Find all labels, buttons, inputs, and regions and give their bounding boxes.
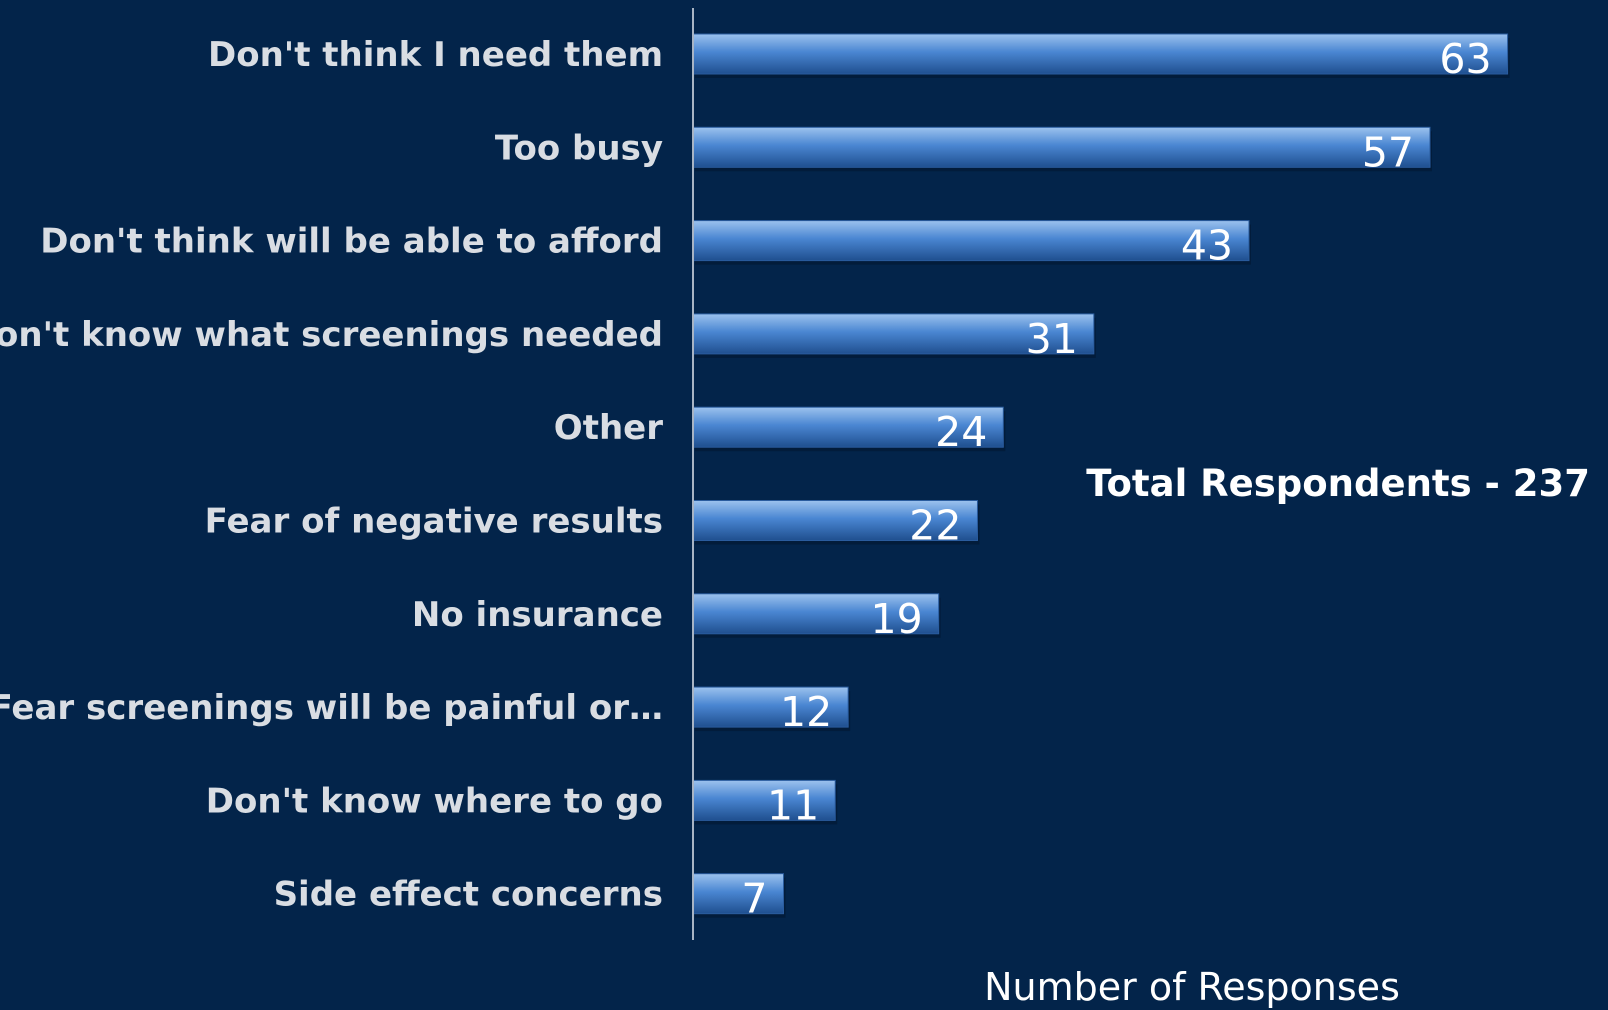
bar-side-effect-concerns bbox=[692, 873, 785, 915]
value-label-side-effect-concerns: 7 bbox=[741, 875, 767, 923]
value-label-no-insurance: 19 bbox=[870, 595, 922, 643]
value-label-don-t-think-will-be-able-to-afford: 43 bbox=[1181, 222, 1233, 270]
bar-don-t-know-what-screenings-needed bbox=[692, 313, 1095, 355]
category-label-other: Other bbox=[554, 408, 663, 448]
value-labels: 63 57 43 31 24 22 19 12 117 bbox=[741, 35, 1491, 923]
value-label-too-busy: 57 bbox=[1362, 128, 1414, 176]
bars bbox=[692, 33, 1510, 918]
bar-don-t-think-i-need-them bbox=[692, 33, 1509, 75]
value-label-don-t-think-i-need-them: 63 bbox=[1439, 35, 1491, 83]
x-axis-title: Number of Responses bbox=[984, 965, 1400, 1009]
category-label-don-t-know-where-to-go: Don't know where to go bbox=[206, 781, 663, 821]
category-label-don-t-know-what-screenings-needed: Don't know what screenings needed bbox=[0, 315, 663, 355]
value-label-fear-of-negative-results: 22 bbox=[909, 502, 961, 550]
category-labels: Don't think I need them Too busy Don't thi… bbox=[0, 35, 663, 915]
category-label-don-t-think-will-be-able-to-afford: Don't think will be able to afford bbox=[40, 222, 663, 262]
value-label-don-t-know-what-screenings-needed: 31 bbox=[1026, 315, 1078, 363]
bar-too-busy bbox=[692, 126, 1431, 168]
bar-fear-screenings-will-be-painful-or bbox=[692, 686, 849, 728]
bar-fear-of-negative-results bbox=[692, 500, 978, 541]
value-label-fear-screenings-will-be-painful-or: 12 bbox=[780, 688, 832, 736]
bar-no-insurance bbox=[692, 593, 940, 635]
category-label-don-t-think-i-need-them: Don't think I need them bbox=[208, 35, 663, 75]
category-label-fear-of-negative-results: Fear of negative results bbox=[205, 502, 663, 542]
category-label-no-insurance: No insurance bbox=[412, 595, 663, 635]
bar-don-t-think-will-be-able-to-afford bbox=[692, 220, 1250, 262]
bar-other bbox=[692, 406, 1004, 448]
total-respondents-annotation: Total Respondents - 237 bbox=[1086, 462, 1590, 505]
category-label-fear-screenings-will-be-painful-or: Fear screenings will be painful or… bbox=[0, 688, 663, 728]
category-label-too-busy: Too busy bbox=[495, 128, 663, 168]
value-label-don-t-know-where-to-go: 11 bbox=[767, 781, 819, 829]
category-label-side-effect-concerns: Side effect concerns bbox=[274, 875, 663, 915]
value-label-other: 24 bbox=[935, 408, 987, 456]
